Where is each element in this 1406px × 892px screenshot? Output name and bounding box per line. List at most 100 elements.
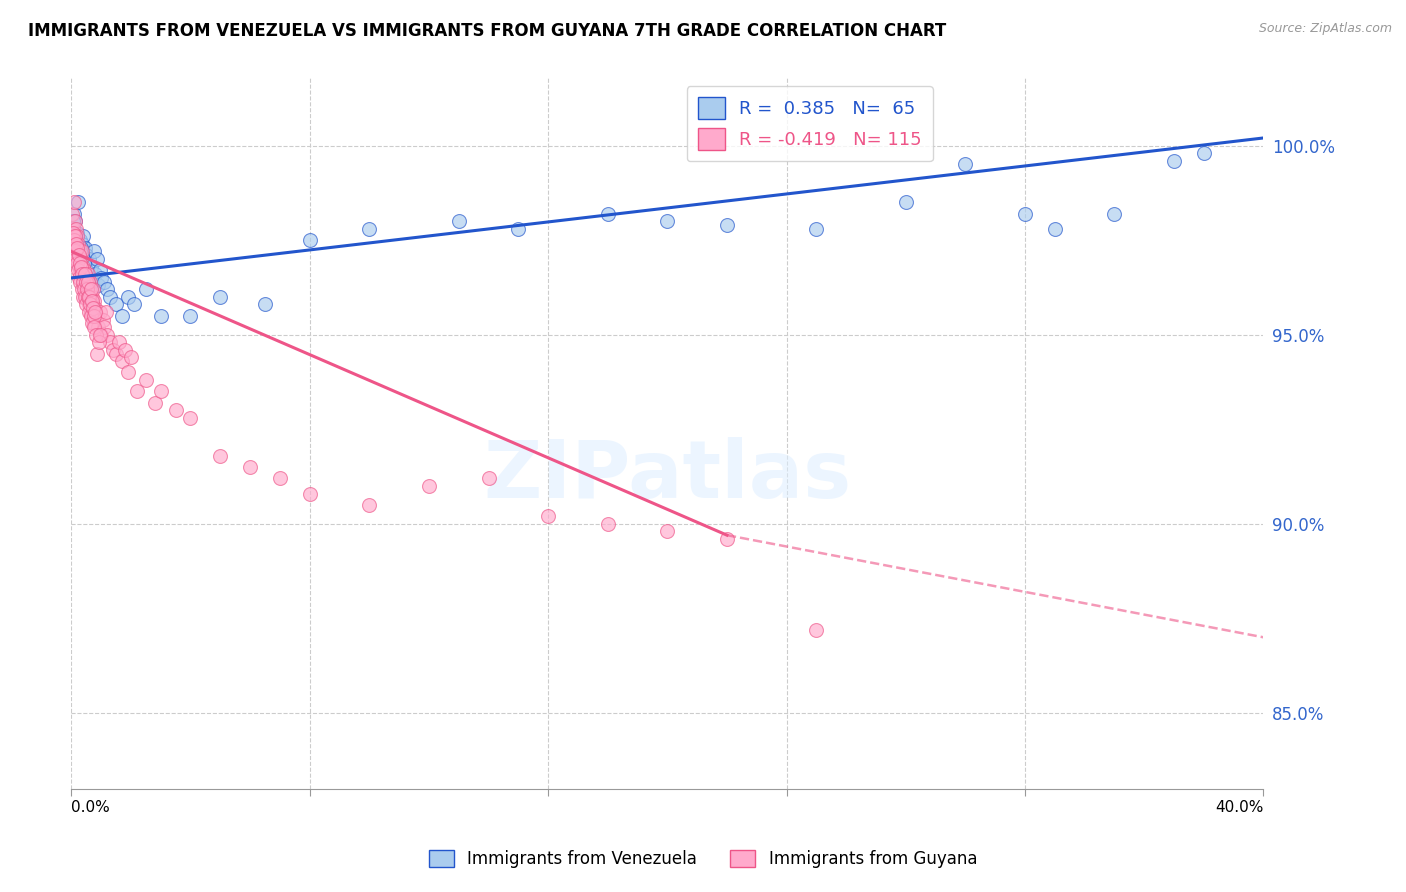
Point [269, 471, 291, 485]
Point [72, 260, 94, 274]
Point [83, 309, 105, 323]
Point [83, 305, 105, 319]
Point [79, 282, 101, 296]
Point [70, 241, 93, 255]
Text: ZIPatlas: ZIPatlas [484, 437, 852, 515]
Point [62, 221, 84, 235]
Point [73, 263, 96, 277]
Point [63, 233, 86, 247]
Point [806, 623, 828, 637]
Point [69, 233, 91, 247]
Point [66, 229, 89, 244]
Point [73, 278, 96, 293]
Point [93, 275, 115, 289]
Point [65, 226, 87, 240]
Point [86, 346, 108, 360]
Point [79, 290, 101, 304]
Point [80, 293, 103, 308]
Text: Source: ZipAtlas.com: Source: ZipAtlas.com [1258, 22, 1392, 36]
Point [298, 486, 321, 500]
Point [75, 290, 97, 304]
Point [73, 282, 96, 296]
Point [239, 460, 262, 475]
Point [69, 267, 91, 281]
Point [77, 275, 100, 289]
Point [69, 256, 91, 270]
Point [894, 195, 917, 210]
Point [69, 244, 91, 259]
Point [63, 229, 86, 244]
Point [79, 260, 101, 274]
Point [96, 282, 118, 296]
Point [63, 229, 86, 244]
Point [98, 335, 121, 350]
Point [62, 248, 84, 262]
Point [75, 290, 97, 304]
Text: IMMIGRANTS FROM VENEZUELA VS IMMIGRANTS FROM GUYANA 7TH GRADE CORRELATION CHART: IMMIGRANTS FROM VENEZUELA VS IMMIGRANTS … [28, 22, 946, 40]
Point [1014, 206, 1036, 220]
Point [83, 316, 105, 330]
Point [120, 351, 142, 365]
Point [955, 157, 977, 171]
Point [65, 241, 87, 255]
Point [70, 260, 93, 274]
Point [135, 282, 157, 296]
Point [117, 366, 139, 380]
Point [75, 271, 97, 285]
Point [1163, 153, 1185, 168]
Point [94, 305, 117, 319]
Point [179, 410, 201, 425]
Point [89, 327, 111, 342]
Point [77, 297, 100, 311]
Point [87, 278, 110, 293]
Point [122, 297, 145, 311]
Point [1104, 206, 1126, 220]
Point [70, 260, 93, 274]
Point [76, 282, 98, 296]
Point [84, 267, 107, 281]
Point [98, 290, 121, 304]
Point [76, 271, 98, 285]
Point [60, 233, 83, 247]
Point [90, 327, 112, 342]
Point [716, 218, 738, 232]
Point [93, 320, 115, 334]
Point [806, 221, 828, 235]
Point [65, 221, 87, 235]
Point [60, 241, 83, 255]
Point [82, 297, 104, 311]
Point [69, 244, 91, 259]
Point [66, 244, 89, 259]
Point [657, 524, 679, 539]
Point [72, 271, 94, 285]
Point [91, 312, 114, 326]
Point [83, 293, 105, 308]
Point [67, 260, 90, 274]
Point [82, 275, 104, 289]
Point [82, 309, 104, 323]
Point [209, 290, 232, 304]
Point [67, 244, 90, 259]
Point [125, 384, 148, 399]
Point [75, 248, 97, 262]
Point [76, 275, 98, 289]
Point [65, 244, 87, 259]
Point [67, 263, 90, 277]
Point [83, 320, 105, 334]
Point [80, 305, 103, 319]
Point [108, 335, 131, 350]
Point [62, 221, 84, 235]
Point [72, 271, 94, 285]
Point [298, 233, 321, 247]
Point [73, 286, 96, 301]
Point [62, 214, 84, 228]
Point [75, 297, 97, 311]
Point [69, 260, 91, 274]
Point [75, 275, 97, 289]
Point [104, 346, 127, 360]
Point [447, 214, 470, 228]
Point [62, 206, 84, 220]
Point [70, 244, 93, 259]
Text: 0.0%: 0.0% [72, 800, 110, 815]
Point [209, 449, 232, 463]
